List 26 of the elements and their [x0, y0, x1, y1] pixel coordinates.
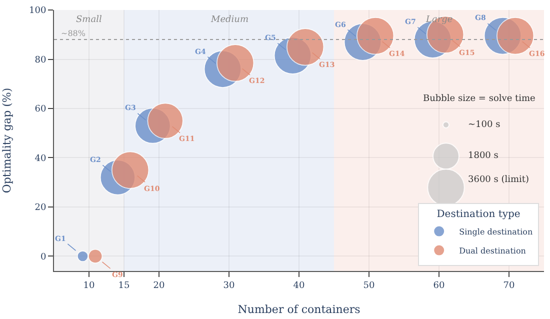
ref-line-label: ~88%	[61, 29, 86, 38]
y-tick-label: 0	[40, 252, 46, 262]
x-tick-label: 30	[223, 280, 235, 291]
annotation: Bubble size = solve time	[423, 94, 536, 104]
legend-label: 1800 s	[468, 151, 499, 161]
x-tick-label: 10	[83, 280, 95, 291]
x-tick-label: 40	[293, 280, 305, 291]
x-axis-title: Number of containers	[238, 303, 361, 316]
x-tick-label: 20	[153, 280, 165, 291]
x-tick-label: 15	[118, 280, 130, 291]
legend-label: Dual destination	[459, 246, 526, 256]
band-label: Medium	[210, 15, 249, 25]
y-tick-label: 100	[29, 6, 46, 16]
band-label: Small	[76, 15, 102, 25]
y-axis-title: Optimality gap (%)	[0, 88, 14, 194]
legend-label: ~100 s	[468, 120, 501, 130]
y-tick-label: 60	[34, 104, 46, 115]
legend-title: Destination type	[436, 208, 520, 220]
x-tick-label: 60	[433, 280, 445, 291]
y-tick-label: 80	[34, 55, 46, 66]
legend-label: Single destination	[459, 227, 533, 236]
legend-label: 3600 s (limit)	[468, 175, 530, 185]
x-tick-label: 70	[503, 280, 515, 291]
y-tick-label: 20	[34, 203, 46, 214]
x-tick-label: 50	[363, 280, 375, 291]
y-tick-label: 40	[34, 154, 46, 164]
